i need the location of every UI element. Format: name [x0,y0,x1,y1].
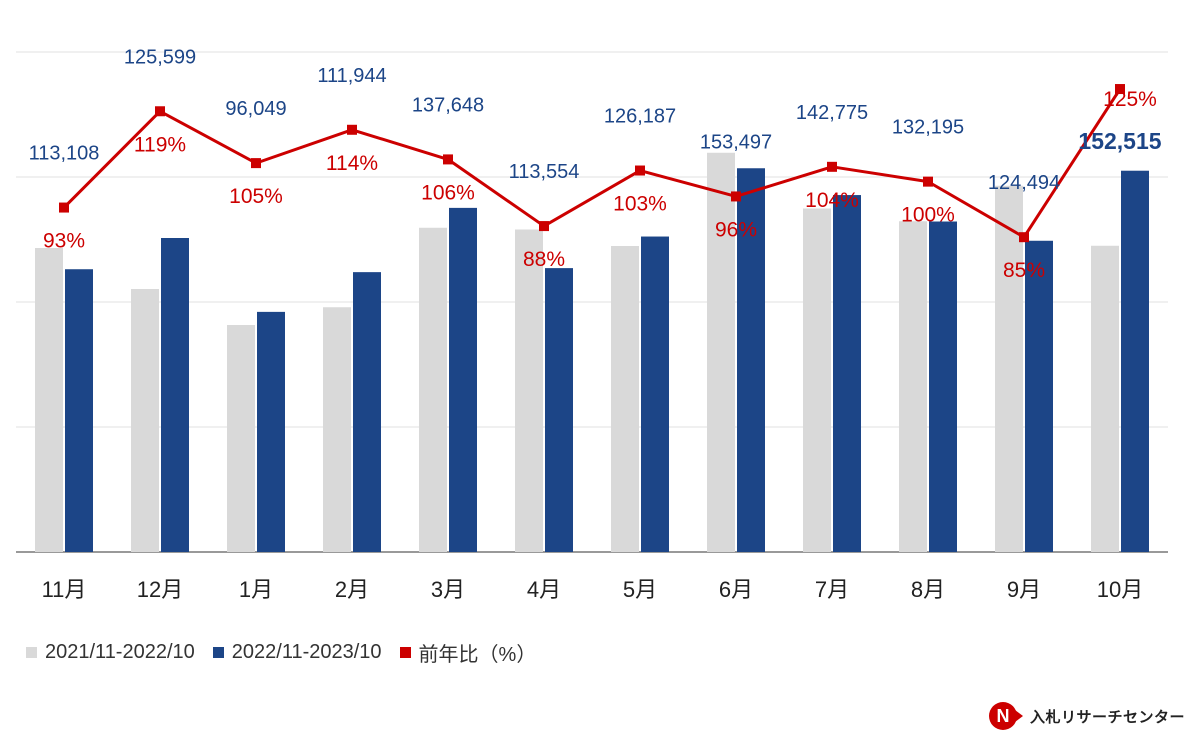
data-label-series-2: 111,944 [317,65,386,87]
data-label-series-3: 125% [1103,88,1157,111]
data-label-series-3: 104% [805,189,859,212]
bar-series-2 [449,207,477,552]
bar-series-2 [161,238,189,552]
data-label-series-3: 88% [523,248,565,271]
bar-series-2 [353,272,381,552]
x-tick-label: 2月 [335,577,369,602]
bar-series-2 [1025,240,1053,552]
x-tick-label: 6月 [719,577,753,602]
x-tick-label: 7月 [815,577,849,602]
x-tick-label: 3月 [431,577,465,602]
data-label-series-2: 132,195 [892,117,964,139]
x-tick-label: 5月 [623,577,657,602]
x-tick-label: 1月 [239,577,273,602]
bar-series-1 [323,307,351,552]
data-label-series-2: 125,599 [124,46,196,68]
data-label-series-2: 137,648 [412,94,484,116]
bar-series-2 [929,221,957,552]
data-label-series-2: 113,108 [29,143,100,165]
brand-logo: N 入札リサーチセンター [988,700,1185,732]
line-marker-series-3 [155,106,165,117]
bar-series-1 [707,152,735,552]
bar-series-2 [1121,170,1149,552]
data-label-series-3: 114% [326,152,378,175]
bar-series-2 [833,195,861,552]
data-label-series-2: 126,187 [604,106,676,128]
bar-series-1 [1091,245,1119,552]
x-tick-label: 12月 [137,577,183,602]
x-tick-label: 11月 [42,577,87,602]
data-label-series-3: 100% [901,204,955,227]
bar-series-1 [515,229,543,552]
x-tick-label: 9月 [1007,577,1041,602]
legend-swatch-series-1 [26,647,37,658]
x-tick-label: 8月 [911,577,945,602]
line-marker-series-3 [923,176,933,187]
line-marker-series-3 [539,221,549,232]
legend: 2021/11-2022/10 2022/11-2023/10 前年比（%） [26,638,554,667]
legend-label-series-1: 2021/11-2022/10 [45,641,195,663]
bar-series-2 [737,168,765,552]
data-label-series-3: 85% [1003,259,1045,282]
bar-series-1 [35,248,63,552]
bar-series-2 [65,269,93,552]
data-label-series-2: 152,515 [1078,128,1161,154]
line-series-3 [62,88,1122,239]
legend-item-series-2: 2022/11-2023/10 [212,641,382,664]
bar-series-2 [641,236,669,552]
line-marker-series-3 [827,161,837,172]
x-tick-label: 10月 [1097,577,1143,602]
bar-series-1 [131,289,159,552]
data-label-series-2: 96,049 [225,98,286,120]
x-tick-label: 4月 [527,577,561,602]
legend-swatch-series-2 [212,647,224,658]
bar-series-1 [803,208,831,552]
legend-label-series-2: 2022/11-2023/10 [231,641,382,663]
legend-label-series-3: 前年比（%） [418,644,537,666]
line-marker-series-3 [443,154,453,165]
brand-logo-icon: N [989,702,1023,730]
line-marker-series-3 [1115,84,1125,95]
data-label-series-3: 103% [613,193,667,216]
line-marker-series-3 [635,165,645,176]
bar-series-1 [995,185,1023,552]
legend-item-series-1: 2021/11-2022/10 [26,641,195,664]
brand-logo-mark: N [997,706,1010,726]
bar-series-2 [545,268,573,552]
data-label-series-2: 142,775 [796,102,868,124]
line-marker-series-3 [731,191,741,202]
legend-swatch-series-3 [399,647,411,658]
data-label-series-3: 119% [134,133,186,156]
line-marker-series-3 [59,202,69,213]
data-label-series-3: 93% [43,230,85,253]
bar-series-2 [257,311,285,552]
data-label-series-3: 96% [715,218,757,241]
data-label-series-2: 124,494 [988,172,1060,194]
data-label-series-3: 105% [229,185,283,208]
line-marker-series-3 [347,124,357,135]
line-marker-series-3 [251,158,261,169]
data-label-series-2: 113,554 [509,161,580,183]
legend-item-series-3: 前年比（%） [399,638,537,667]
brand-name: 入札リサーチセンター [1030,708,1186,726]
data-label-series-3: 106% [421,181,475,204]
bar-series-1 [899,221,927,552]
data-label-series-2: 153,497 [700,131,772,153]
line-marker-series-3 [1019,232,1029,243]
bar-series-1 [419,227,447,552]
bar-series-1 [227,325,255,552]
bar-series-1 [611,246,639,552]
